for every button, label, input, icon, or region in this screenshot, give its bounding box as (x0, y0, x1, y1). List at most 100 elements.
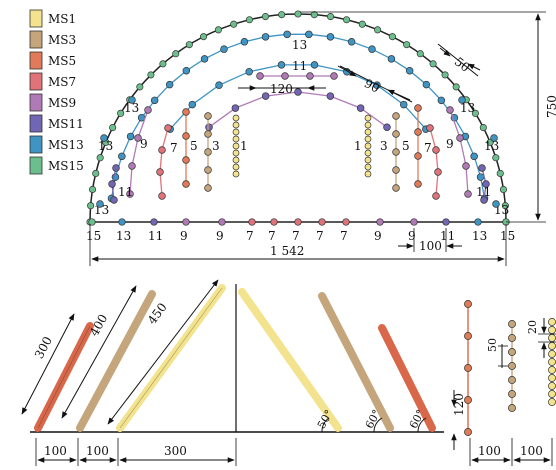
side-label-r1: 1 (354, 139, 362, 153)
right-ms7-hole (426, 124, 434, 132)
side-label-r5: 5 (402, 139, 410, 153)
floor-label-7: 7 (268, 229, 276, 243)
floor-label-9: 7 (316, 229, 324, 243)
legend-label-ms5: MS5 (48, 54, 76, 68)
right-ms5-hole (414, 104, 422, 112)
arc-ms11-hole (326, 92, 335, 100)
side-ms13-hole (492, 200, 500, 208)
floor-label-13: 11 (440, 229, 455, 243)
dim-50-arrow-b (467, 63, 481, 71)
left-ms3-hole (204, 130, 212, 138)
legend-label-ms13: MS13 (48, 138, 84, 152)
yellow-col-hole (548, 318, 556, 326)
left-ms3-hole (204, 166, 212, 174)
arc-ms11-hole (383, 123, 391, 131)
angle-label-50: 50° (315, 408, 336, 431)
yellow-col-hole (548, 350, 556, 358)
arc-ms13-hole (215, 81, 223, 89)
ring-ms13-hole (126, 132, 135, 141)
legend-swatch-ms5 (29, 51, 43, 70)
contour-hole (87, 202, 95, 210)
left-ms1-hole (232, 128, 240, 136)
left-ms1-hole (232, 156, 240, 164)
ring-ms13-hole (368, 45, 376, 53)
side-ms13-hole (458, 96, 466, 104)
side-ms13-hole (100, 134, 108, 142)
contour-hole (452, 83, 460, 91)
contour-hole (136, 83, 144, 91)
arc-ms11-hole (231, 104, 240, 112)
dim-spacing-90: 90 (362, 76, 382, 96)
hole-right-red (378, 324, 436, 432)
right-ms1-hole (364, 163, 372, 171)
right-ms9-hole (462, 162, 470, 170)
yellow-col-hole (548, 366, 556, 374)
side-label-l13b: 13 (98, 139, 113, 153)
right-ms7-line (429, 127, 439, 197)
floor-labels: 15 13 11 9 9 7 7 7 7 7 9 9 11 13 15 (86, 229, 515, 243)
red-col-hole (464, 300, 472, 308)
right-ms1-hole (364, 156, 372, 164)
contour-hole (441, 71, 449, 79)
ring-ms13-hole (240, 38, 249, 46)
contour-hole (294, 10, 302, 18)
arc-ms9-hole (256, 72, 264, 80)
ring-ms13-hole (305, 30, 313, 39)
dim-label-20: 20 (526, 320, 539, 334)
legend-label-ms9: MS9 (48, 96, 76, 110)
dim-bottom-100: 100 (419, 239, 442, 253)
arc-ms9-hole (281, 72, 289, 80)
left-ms1-hole (232, 142, 240, 150)
dim-label-100d: 100 (520, 444, 543, 458)
left-ms1-hole (232, 149, 240, 157)
floor-label-11: 9 (374, 229, 382, 243)
right-ms5-hole (414, 180, 422, 188)
right-ms1-hole (364, 149, 372, 157)
floor-hole-13 (442, 218, 450, 226)
contour-hole (496, 169, 504, 177)
right-ms1-hole (364, 114, 372, 122)
ring-ms13-hole (118, 152, 126, 161)
arc-label-ms11: 11 (292, 59, 307, 73)
floor-hole-14 (474, 218, 482, 226)
contour-hole (172, 50, 180, 58)
brown-col-hole (508, 320, 516, 328)
left-ms3-hole (204, 148, 212, 156)
arc-ms9-hole (306, 72, 314, 80)
dim-50-line (437, 43, 479, 77)
floor-hole-8 (294, 218, 302, 226)
left-ms11-hole (108, 180, 116, 188)
floor-label-14: 13 (472, 229, 487, 243)
contour-hole (343, 16, 351, 24)
side-label-r3: 3 (380, 139, 388, 153)
floor-hole-12 (410, 218, 418, 226)
legend-swatch-ms7 (29, 72, 43, 91)
arc-ms13-hole (399, 100, 408, 109)
angle-arc-60b (417, 417, 427, 433)
dim-height-750: 750 (545, 95, 556, 118)
floor-hole-2 (118, 218, 126, 226)
ring-ms13-hole (283, 30, 291, 39)
floor-hole-4 (182, 218, 190, 226)
yellow-col-hole (548, 374, 556, 382)
side-label-l3: 3 (212, 139, 220, 153)
left-ms1-hole (232, 170, 240, 178)
dim-label-100c: 100 (478, 444, 501, 458)
yellow-col-hole (548, 398, 556, 406)
left-ms7-hole (164, 124, 172, 132)
dim-90-arrow-b (387, 89, 411, 101)
floor-hole-11 (376, 218, 384, 226)
arc-ms11-hole (261, 92, 270, 100)
legend-swatch-ms9 (29, 93, 43, 112)
arc-ms13-hole (188, 100, 197, 109)
left-ms1-hole (232, 163, 240, 171)
hole-left-450-edge (119, 287, 223, 429)
red-col-hole (464, 364, 472, 372)
side-label-l7: 7 (170, 141, 178, 155)
side-label-l13a: 13 (124, 101, 139, 115)
floor-hole-7 (270, 218, 278, 226)
left-ms1-hole (232, 114, 240, 122)
legend-label-ms11: MS11 (48, 117, 84, 131)
